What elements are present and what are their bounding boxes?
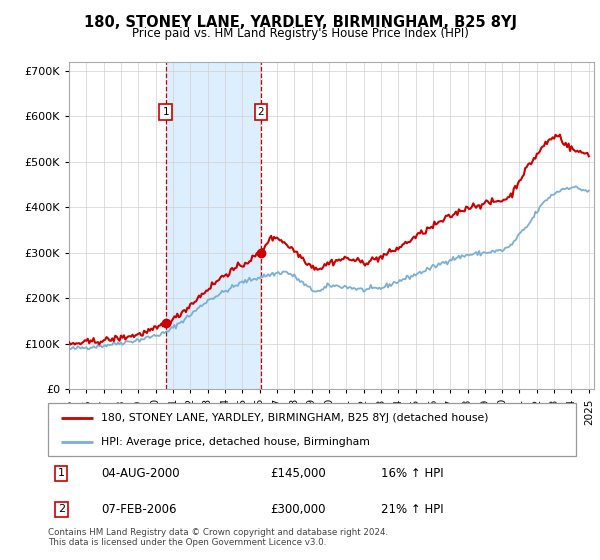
Text: 1: 1 — [163, 106, 169, 116]
Text: £300,000: £300,000 — [270, 503, 325, 516]
FancyBboxPatch shape — [48, 403, 576, 456]
Text: 04-AUG-2000: 04-AUG-2000 — [101, 467, 179, 480]
Text: £145,000: £145,000 — [270, 467, 326, 480]
Text: 16% ↑ HPI: 16% ↑ HPI — [380, 467, 443, 480]
Text: 21% ↑ HPI: 21% ↑ HPI — [380, 503, 443, 516]
Text: 1: 1 — [58, 468, 65, 478]
Text: 2: 2 — [257, 106, 264, 116]
Text: 180, STONEY LANE, YARDLEY, BIRMINGHAM, B25 8YJ (detached house): 180, STONEY LANE, YARDLEY, BIRMINGHAM, B… — [101, 413, 488, 423]
Bar — [166, 62, 261, 389]
Text: 180, STONEY LANE, YARDLEY, BIRMINGHAM, B25 8YJ: 180, STONEY LANE, YARDLEY, BIRMINGHAM, B… — [83, 15, 517, 30]
Text: Contains HM Land Registry data © Crown copyright and database right 2024.
This d: Contains HM Land Registry data © Crown c… — [48, 528, 388, 547]
Text: 2: 2 — [58, 505, 65, 515]
Text: 07-FEB-2006: 07-FEB-2006 — [101, 503, 176, 516]
Text: HPI: Average price, detached house, Birmingham: HPI: Average price, detached house, Birm… — [101, 437, 370, 447]
Text: Price paid vs. HM Land Registry's House Price Index (HPI): Price paid vs. HM Land Registry's House … — [131, 27, 469, 40]
